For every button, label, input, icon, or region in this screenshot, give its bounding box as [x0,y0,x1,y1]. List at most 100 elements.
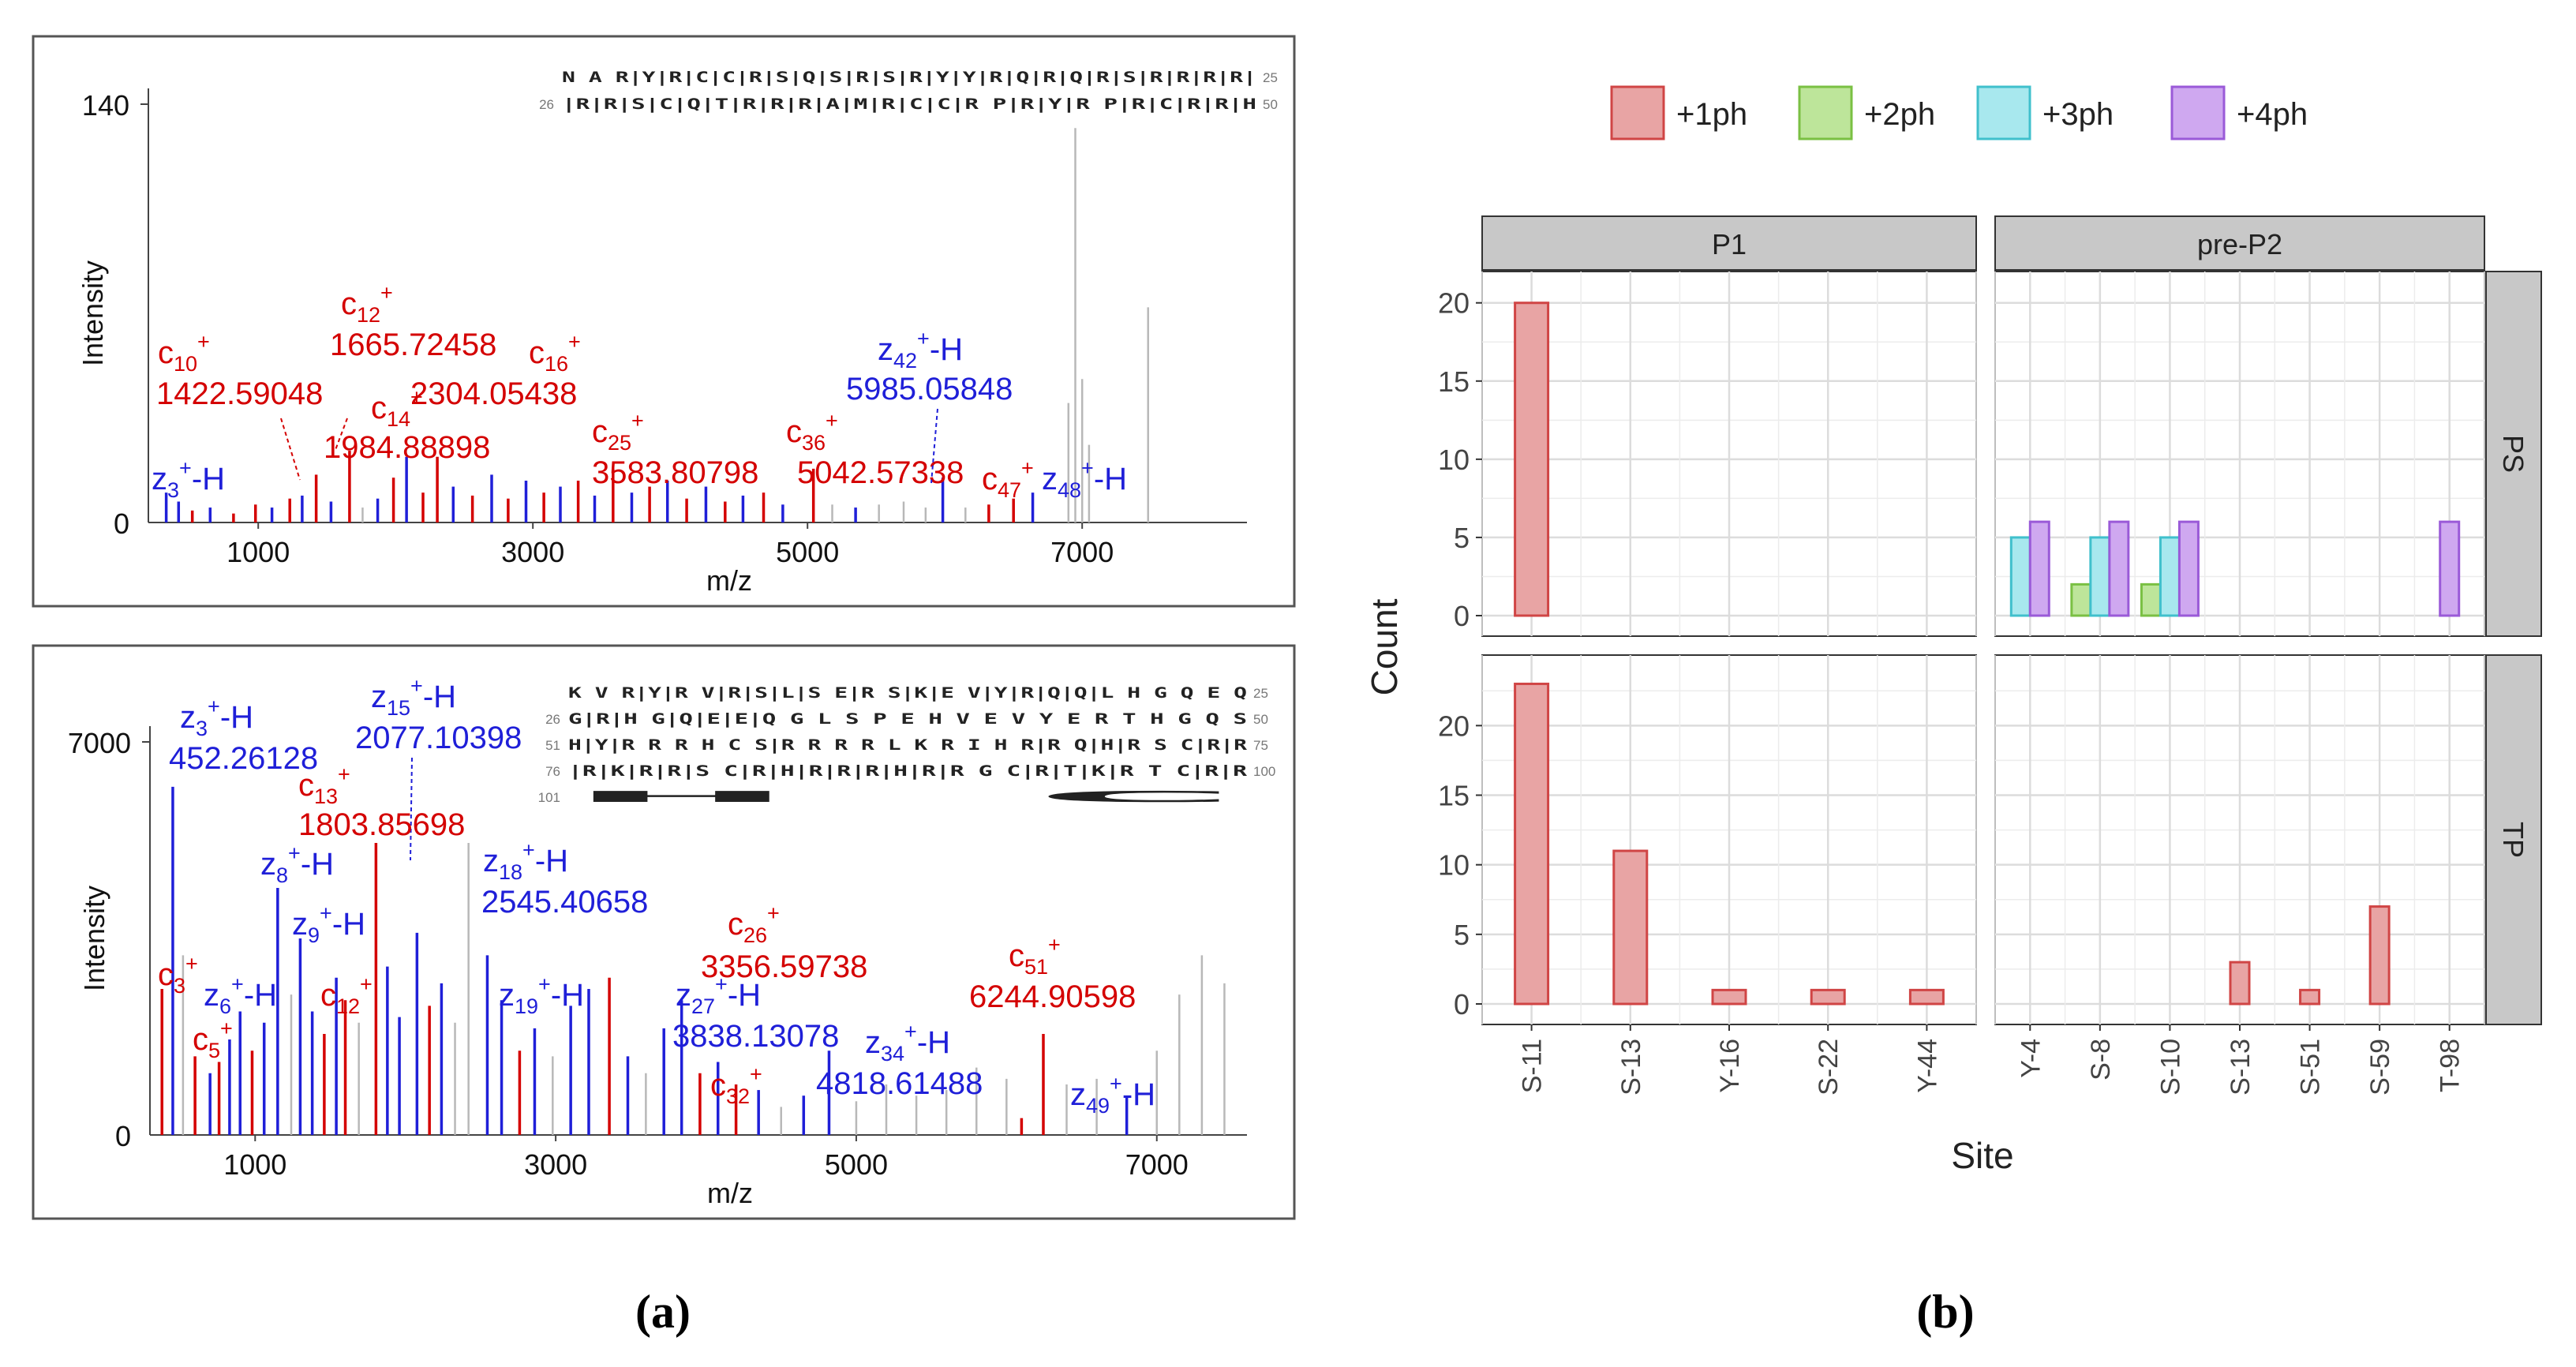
ion-mz-label: 3838.13078 [672,1019,839,1054]
legend-label: +4ph [2237,97,2308,132]
ion-leader-line [930,408,938,484]
spectrum-top-frame [32,35,1296,608]
facet-strip-row [2485,271,2542,637]
ion-label: z8+-H [260,841,334,887]
x-tick-label: Y-4 [2016,1039,2046,1078]
x-tick-label: S-13 [1616,1039,1646,1095]
facet-strip-column [1994,215,2485,271]
bar [2177,520,2200,617]
x-tick-label: 1000 [223,1148,286,1181]
bar [1810,988,1846,1006]
x-axis-title: m/z [707,1177,753,1209]
ion-label: z49+-H [1070,1072,1155,1118]
y-tick-label: 5 [1454,919,1470,951]
y-tick-label: 15 [1438,780,1470,812]
ion-label: z3+-H [152,456,225,502]
y-tick-label: 15 [1438,365,1470,398]
sequence-line: H|Y|R R R H C S|R R R R L K R I H R|R Q|… [568,736,1248,754]
ion-label: c16+ [529,330,581,376]
x-tick-label: 3000 [524,1148,587,1181]
y-tick-label: 20 [1438,710,1470,742]
sequence-end-index: 50 [1263,97,1278,112]
bar [2439,520,2461,617]
x-tick-label: 3000 [501,536,564,568]
ion-label: z18+-H [483,838,568,884]
legend-swatch [1798,85,1853,140]
ion-label: c26+ [728,901,780,947]
sequence-line: H C [568,788,1247,806]
y-axis-title: Intensity [77,260,109,366]
bar [2159,536,2181,617]
ion-label: c13+ [298,762,350,808]
ion-leader-line [280,418,301,481]
ion-mz-label: 2545.40658 [481,885,648,919]
legend-label: +2ph [1864,97,1935,132]
site-count-chart: +1ph +2ph +3ph +4ph P1 pre-P2 PS TP 0 5 10 15 20 0 5 10… [1364,85,2542,1176]
ion-label: c12+ [341,281,393,327]
ion-label: z27+-H [676,972,761,1018]
ion-label: z3+-H [180,695,253,740]
ion-label: c32+ [710,1062,762,1108]
y-tick-label: 10 [1438,849,1470,882]
bar [2089,536,2111,617]
sequence-end-index: 25 [1263,70,1278,85]
ion-mz-label: 1984.88898 [324,430,490,465]
ion-label: z6+-H [204,972,277,1018]
y-tick-label: 0 [1454,988,1470,1021]
bar [2009,536,2031,617]
bar [1514,682,1550,1006]
x-tick-label: Y-16 [1715,1039,1745,1093]
x-tick-label: S-13 [2226,1039,2256,1095]
x-tick-label: 7000 [1125,1148,1189,1181]
bar [1514,301,1550,617]
ion-label: z15+-H [371,674,456,720]
sequence-end-index: 50 [1253,712,1268,727]
facet-row-title: PS [2497,435,2529,473]
sequence-end-index: 25 [1253,686,1268,701]
x-tick-label: S-59 [2365,1039,2395,1095]
sequence-end-index: 75 [1253,738,1268,753]
x-tick-label: S-10 [2155,1039,2185,1095]
sequence-line: G|R|H G|Q|E|E|Q G L S P E H V E V Y E R … [568,710,1247,728]
y-tick-label: 0 [114,507,129,540]
x-tick-label: S-22 [1814,1039,1844,1095]
sequence-line: |R|K|R|R|S C|R|H|R|R|R|H|R|R G C|R|T|K|R… [568,762,1248,780]
ion-mz-label: 2304.05438 [410,376,577,411]
x-tick-label: S-51 [2296,1039,2326,1095]
ion-mz-label: 6244.90598 [969,979,1136,1014]
sequence-line: |R|R|S|C|Q|T|R|R|R|A|M|R|C|C|R P|R|Y|R P… [562,96,1256,113]
ion-mz-label: 5042.57338 [797,455,964,490]
ion-mz-label: 3583.80798 [592,455,758,490]
ion-mz-label: 2077.10398 [355,721,522,755]
y-tick-label: 5 [1454,522,1470,554]
y-tick-label: 140 [82,89,129,122]
ion-label: z48+-H [1042,456,1127,502]
ion-label: c12+ [320,972,373,1018]
x-tick-label: 5000 [825,1148,888,1181]
sequence-start-index: 101 [538,790,560,805]
y-tick-label: 0 [115,1120,131,1152]
panel-a-label: (a) [635,1286,691,1338]
bar [2299,988,2321,1006]
x-axis-title: Site [1951,1135,2013,1176]
ion-leader-line [335,418,348,451]
ion-label: c5+ [193,1017,233,1062]
bar [2108,520,2130,617]
ion-mz-label: 1422.59048 [156,376,323,411]
bar [2070,582,2092,617]
y-tick-label: 10 [1438,444,1470,476]
bar [1711,988,1747,1006]
facet-strip-row [2485,654,2542,1025]
bar [2229,961,2251,1006]
panel-b-label: (b) [1916,1286,1974,1338]
legend-swatch [2170,85,2226,140]
y-axis-title: Count [1364,598,1405,695]
ion-leader-line [410,757,413,861]
x-tick-label: 7000 [1050,536,1114,568]
y-tick-label: 0 [1454,600,1470,632]
x-tick-label: S-8 [2086,1039,2116,1080]
x-tick-label: Y-44 [1912,1039,1942,1093]
ion-label: z9+-H [292,901,365,947]
facet-row-title: TP [2497,822,2529,858]
